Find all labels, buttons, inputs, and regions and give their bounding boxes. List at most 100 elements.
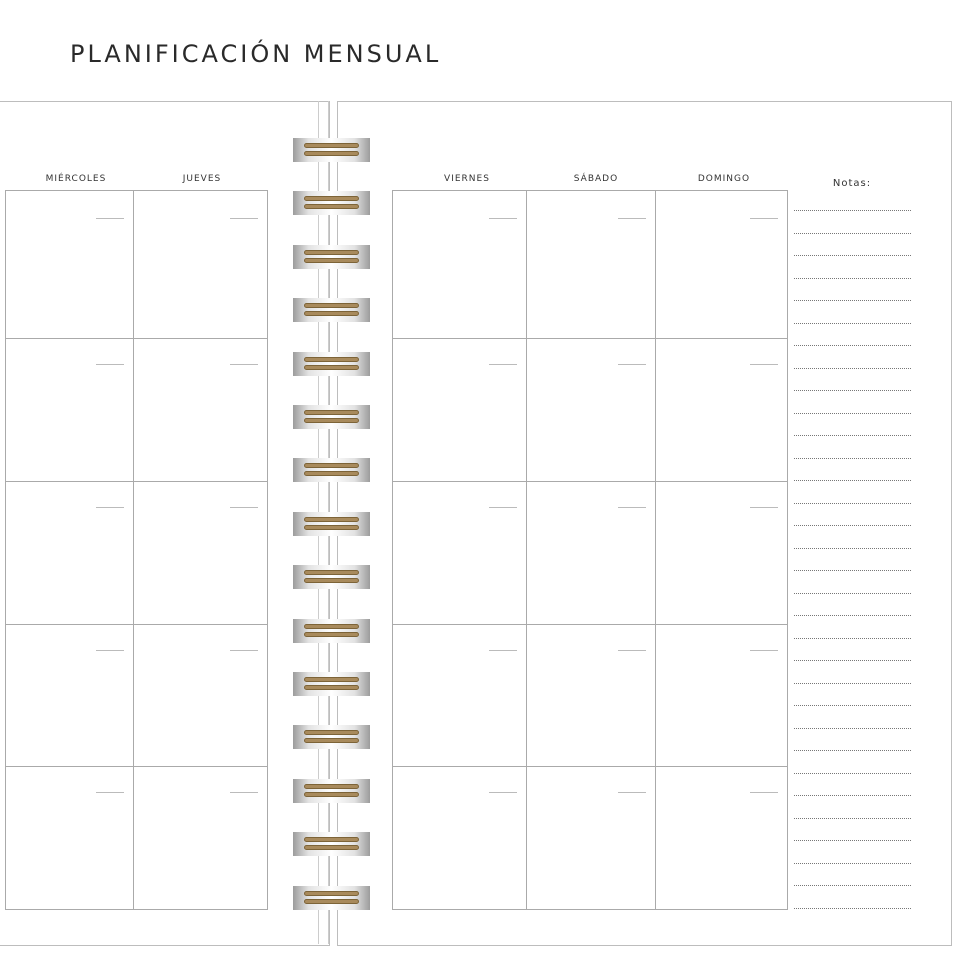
- day-header-thursday: JUEVES: [182, 174, 222, 184]
- date-line: [489, 650, 517, 651]
- day-header-sunday: DOMINGO: [697, 174, 751, 184]
- note-line: [794, 435, 911, 436]
- spiral-ring-icon: [293, 885, 370, 910]
- note-line: [794, 592, 911, 594]
- date-line: [230, 364, 258, 365]
- date-line: [96, 218, 124, 219]
- note-line: [794, 367, 911, 369]
- date-line: [618, 792, 646, 793]
- grid-hline: [5, 481, 267, 482]
- spiral-ring-icon: [293, 725, 370, 750]
- note-line: [794, 840, 911, 841]
- spiral-ring-icon: [293, 405, 370, 429]
- note-line: [794, 772, 911, 774]
- ring-wire: [304, 623, 359, 629]
- date-line: [96, 364, 124, 365]
- note-line: [794, 907, 911, 909]
- ring-wire: [304, 677, 359, 682]
- grid-vline: [655, 190, 656, 910]
- date-line: [230, 218, 258, 219]
- date-line: [618, 364, 646, 365]
- spiral-ring-icon: [293, 565, 370, 590]
- date-line: [489, 507, 517, 508]
- ring-wire: [304, 257, 359, 263]
- grid-vline: [133, 190, 134, 910]
- note-line: [794, 322, 911, 324]
- grid-hline: [5, 624, 267, 625]
- grid-vline: [392, 190, 393, 910]
- ring-wire: [304, 730, 359, 736]
- spiral-ring-icon: [293, 832, 370, 857]
- date-line: [489, 218, 517, 219]
- note-line: [794, 547, 911, 549]
- ring-wire: [304, 845, 359, 851]
- date-line: [750, 650, 778, 651]
- grid-vline: [5, 190, 6, 910]
- right-page: [337, 101, 952, 946]
- left-page: [0, 101, 330, 946]
- ring-wire: [304, 204, 359, 210]
- date-line: [489, 364, 517, 365]
- date-line: [750, 507, 778, 508]
- date-line: [750, 364, 778, 365]
- date-line: [230, 507, 258, 508]
- ring-wire: [304, 196, 359, 202]
- date-line: [618, 507, 646, 508]
- spiral-ring-icon: [293, 351, 370, 376]
- grid-vline: [526, 190, 527, 910]
- spiral-ring-icon: [293, 672, 370, 696]
- ring-wire: [304, 356, 359, 362]
- note-line: [794, 412, 911, 414]
- ring-wire: [304, 303, 359, 309]
- ring-wire: [304, 898, 359, 904]
- note-line: [794, 345, 911, 346]
- grid-hline: [392, 909, 787, 910]
- ring-wire: [304, 410, 359, 415]
- ring-wire: [304, 570, 359, 576]
- ring-wire: [304, 311, 359, 317]
- ring-wire: [304, 837, 359, 843]
- day-header-friday: VIERNES: [444, 174, 490, 184]
- grid-hline: [5, 190, 267, 191]
- note-line: [794, 502, 911, 504]
- note-line: [794, 705, 911, 706]
- ring-wire: [304, 685, 359, 690]
- spiral-ring-icon: [293, 298, 370, 323]
- grid-hline: [392, 190, 787, 191]
- note-line: [794, 817, 911, 819]
- grid-hline: [5, 338, 267, 339]
- note-line: [794, 637, 911, 639]
- date-line: [96, 507, 124, 508]
- ring-wire: [304, 738, 359, 744]
- spiral-ring-icon: [293, 778, 370, 803]
- note-line: [794, 727, 911, 729]
- spiral-ring-icon: [293, 191, 370, 216]
- spiral-ring-icon: [293, 618, 370, 643]
- date-line: [750, 218, 778, 219]
- date-line: [96, 650, 124, 651]
- day-header-saturday: SÁBADO: [573, 174, 619, 184]
- grid-hline: [392, 766, 787, 767]
- ring-wire: [304, 471, 359, 477]
- date-line: [230, 792, 258, 793]
- note-line: [794, 300, 911, 301]
- grid-hline: [5, 766, 267, 767]
- date-line: [230, 650, 258, 651]
- note-line: [794, 232, 911, 234]
- ring-wire: [304, 783, 359, 789]
- note-line: [794, 885, 911, 886]
- ring-wire: [304, 151, 359, 156]
- ring-wire: [304, 516, 359, 522]
- ring-wire: [304, 791, 359, 797]
- grid-hline: [5, 909, 267, 910]
- date-line: [618, 218, 646, 219]
- note-line: [794, 615, 911, 616]
- ring-wire: [304, 524, 359, 530]
- date-line: [750, 792, 778, 793]
- note-line: [794, 210, 911, 211]
- ring-wire: [304, 890, 359, 896]
- notes-label: Notas:: [832, 178, 872, 189]
- note-line: [794, 255, 911, 256]
- ring-wire: [304, 143, 359, 148]
- date-line: [618, 650, 646, 651]
